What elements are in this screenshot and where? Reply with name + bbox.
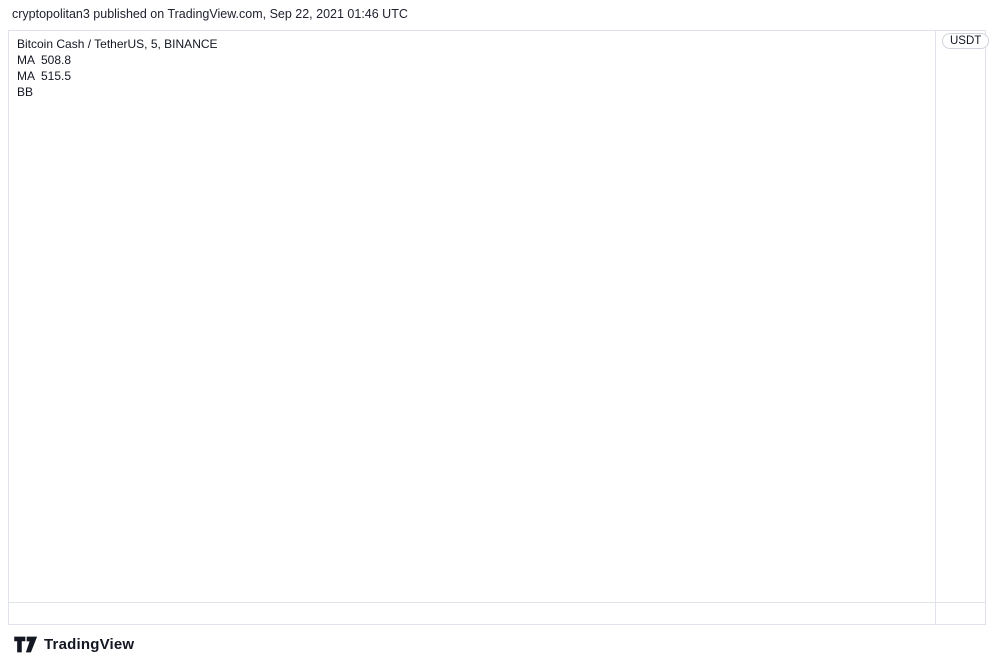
tradingview-logo-text: TradingView (44, 636, 135, 653)
time-axis-separator (8, 602, 986, 603)
legend-symbol-row[interactable]: Bitcoin Cash / TetherUS, 5, BINANCE (17, 36, 224, 52)
legend: Bitcoin Cash / TetherUS, 5, BINANCE MA 50… (17, 36, 224, 100)
legend-bb-row[interactable]: BB (17, 84, 224, 100)
tradingview-logo-icon (14, 636, 38, 653)
chart-widget-frame (8, 30, 986, 625)
ma1-label: MA (17, 53, 35, 67)
legend-ma2-row[interactable]: MA 515.5 (17, 68, 224, 84)
ma2-value: 515.5 (41, 69, 72, 83)
ma1-value: 508.8 (41, 53, 72, 67)
legend-ma1-row[interactable]: MA 508.8 (17, 52, 224, 68)
symbol-title: Bitcoin Cash / TetherUS, 5, BINANCE (17, 37, 218, 51)
currency-toggle-button[interactable]: USDT (942, 33, 990, 49)
price-axis[interactable] (936, 30, 986, 602)
bb-label: BB (17, 85, 34, 99)
price-axis-separator (935, 30, 936, 625)
tradingview-logo[interactable]: TradingView (14, 636, 134, 653)
time-axis[interactable] (8, 603, 935, 625)
attribution-text: cryptopolitan3 published on TradingView.… (12, 7, 408, 21)
ma2-label: MA (17, 69, 35, 83)
